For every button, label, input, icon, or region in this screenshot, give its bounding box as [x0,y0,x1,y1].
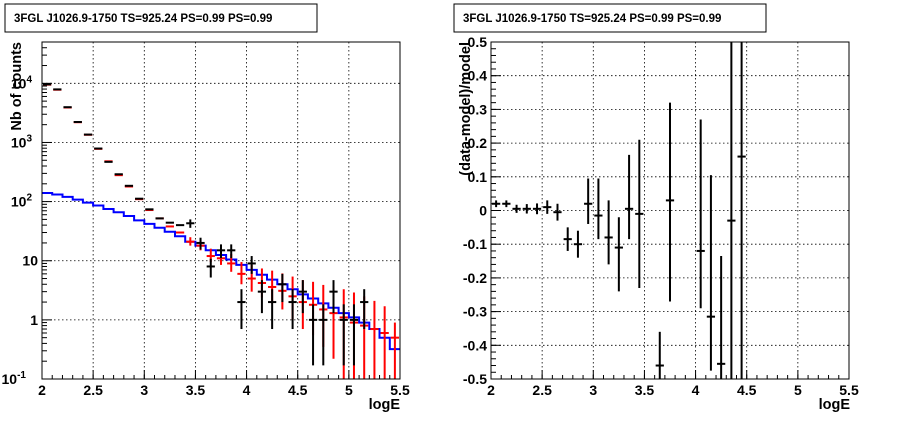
residual-data-point [563,227,572,251]
residual-y-tick-label: 0.2 [468,135,488,151]
counts-data-point [390,322,399,379]
residual-y-tick-label: -0.5 [463,371,487,387]
residual-y-tick-label: 0.4 [468,68,488,84]
residual-data-point [727,42,736,379]
residual-x-tick-label: 4.5 [737,382,757,398]
residual-title: 3FGL J1026.9-1750 TS=925.24 PS=0.99 PS=0… [463,13,721,25]
counts-data-point [298,280,307,314]
counts-data-point [288,289,297,330]
residual-data-point [502,200,511,208]
residual-y-tick-label: -0.3 [463,304,487,320]
counts-x-tick-label: 2.5 [83,382,103,398]
residual-data-point [522,204,531,214]
residual-data-point [532,203,542,215]
residual-data-point [573,230,583,258]
residual-data-point [737,42,746,379]
counts-data-point [360,289,369,330]
counts-data-point [237,262,246,285]
counts-y-tick-exponent: 2 [26,193,32,204]
counts-y-tick-label: 103 [11,133,33,150]
residual-y-tick-label: -0.2 [463,270,487,286]
counts-title: 3FGL J1026.9-1750 TS=925.24 PS=0.99 PS=0… [14,13,272,25]
counts-data-point [206,258,215,278]
counts-y-tick-exponent: -1 [17,370,26,381]
counts-data-point [349,304,359,366]
counts-data-point [278,273,287,303]
residual-x-tick-label: 4 [692,382,700,398]
residual-data-point [635,139,644,289]
counts-y-tick-label: 1 [30,312,38,328]
residual-panel: 3FGL J1026.9-1750 TS=925.24 PS=0.99 PS=0… [453,3,859,413]
counts-data-point [216,244,226,259]
residual-y-tick-label: 0 [479,203,487,219]
residual-data-point [512,204,521,213]
counts-title-box [4,3,318,33]
counts-x-axis-label: logE [369,397,401,413]
counts-data-point [308,304,318,366]
counts-model-step-line [42,192,400,351]
counts-data-point [339,304,348,366]
counts-y-tick-exponent: 4 [26,74,32,85]
residual-data-point [665,102,675,302]
residual-y-tick-label: 0.1 [468,169,488,185]
residual-y-tick-label: 0.5 [468,34,488,50]
counts-x-tick-label: 5 [345,382,353,398]
residual-x-tick-label: 5 [794,382,802,398]
counts-data-point [319,304,328,366]
counts-x-tick-label: 3 [140,382,148,398]
counts-x-tick-label: 2 [38,382,46,398]
counts-x-tick-label: 4.5 [288,382,308,398]
residual-x-tick-label: 3 [589,382,597,398]
counts-data-point [380,306,389,379]
residual-data-point [706,175,716,371]
residual-y-tick-label: -0.1 [463,236,487,252]
counts-data-point [257,280,267,314]
counts-y-axis-label: Nb of counts [9,42,25,131]
residual-data-point [717,255,726,379]
counts-x-tick-label: 4 [243,382,251,398]
counts-plot-frame [41,41,401,380]
residual-x-tick-label: 5.5 [839,382,859,398]
residual-x-tick-label: 2 [487,382,495,398]
residual-y-tick-label: -0.4 [463,337,487,353]
counts-data-point [329,280,338,314]
residual-x-tick-label: 3.5 [635,382,655,398]
residual-data-point [553,203,562,221]
counts-x-tick-label: 3.5 [186,382,206,398]
residual-data-point [624,154,634,240]
residual-y-axis-label: (data-model)/model [458,42,474,176]
counts-data-point [186,219,195,228]
residual-data-point [614,217,623,292]
counts-data-point [196,237,205,250]
residual-data-point [584,178,593,224]
counts-x-tick-label: 5.5 [390,382,410,398]
counts-data-point [186,237,195,246]
counts-y-tick-label: 10-1 [2,370,27,387]
counts-y-tick-label: 102 [11,193,33,210]
counts-y-tick-exponent: 3 [26,133,32,144]
residual-y-tick-label: 0.3 [468,101,488,117]
residual-data-point [604,200,613,265]
residual-title-box [453,3,767,33]
residual-x-tick-label: 2.5 [532,382,552,398]
residual-data-point [655,331,664,379]
counts-data-point [247,256,256,274]
counts-data-point [227,244,236,259]
counts-data-point [268,289,277,330]
residual-data-point [594,178,603,240]
residual-x-axis-label: logE [819,397,851,413]
residual-data-point [543,200,552,214]
counts-data-point [237,289,246,330]
counts-y-tick-label: 10 [22,253,38,269]
residual-data-point [696,119,705,309]
counts-data-point [370,300,379,379]
counts-panel: 3FGL J1026.9-1750 TS=925.24 PS=0.99 PS=0… [2,3,410,413]
